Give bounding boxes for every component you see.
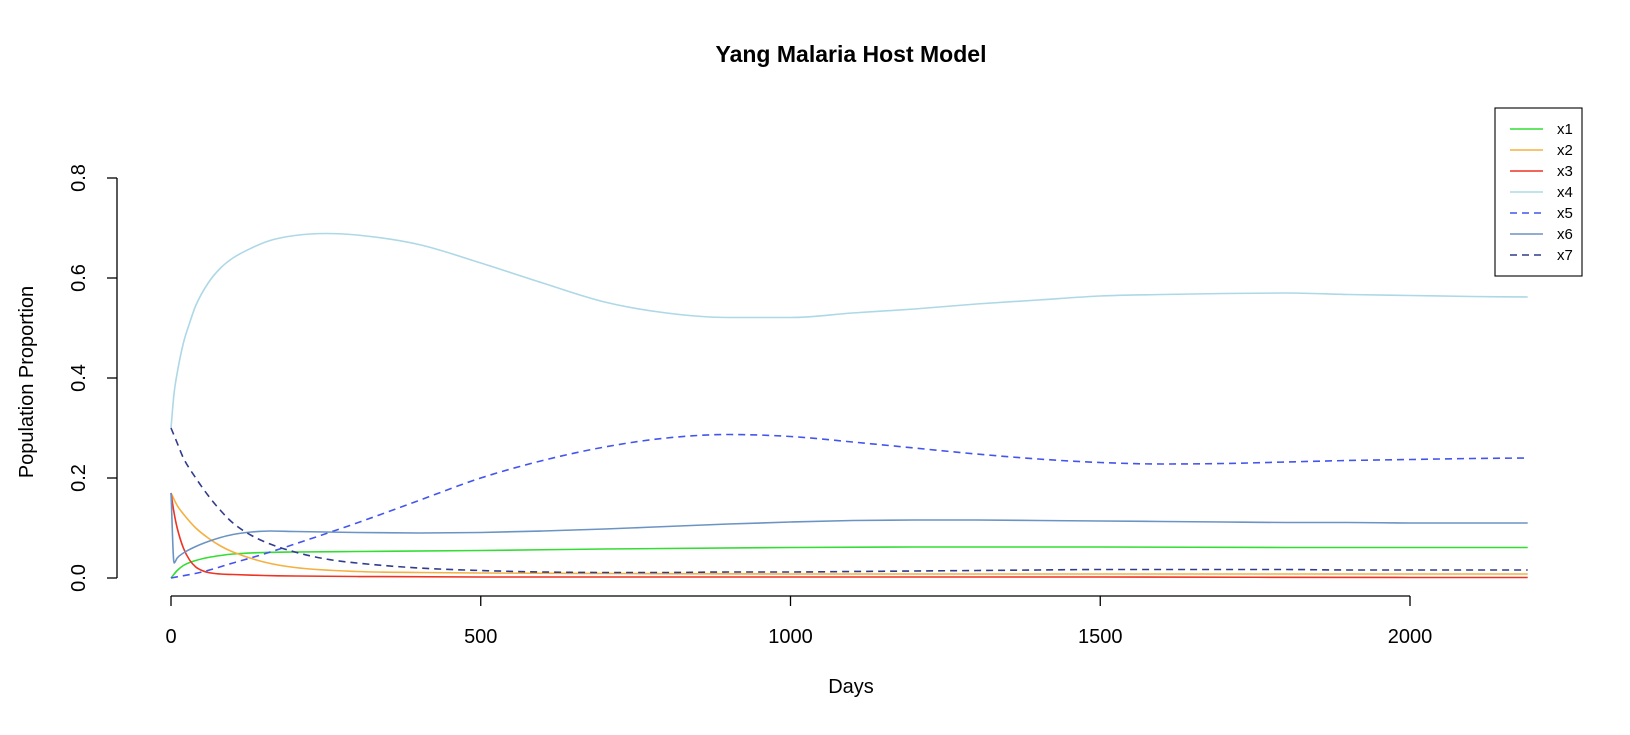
x-tick-label: 0 [165, 626, 176, 648]
chart-title: Yang Malaria Host Model [716, 41, 987, 67]
series-group [170, 232, 1528, 579]
series-line-x1 [170, 546, 1528, 579]
legend-label-x2: x2 [1557, 142, 1573, 159]
series-line-x6 [170, 492, 1528, 564]
x-axis-title: Days [828, 676, 874, 698]
legend-label-x4: x4 [1557, 184, 1573, 201]
y-axis: 0.0 0.2 0.4 0.6 0.8 [68, 164, 118, 592]
x-tick-label: 1500 [1078, 626, 1123, 648]
series-line-x4 [170, 232, 1528, 429]
legend-label-x5: x5 [1557, 205, 1573, 222]
legend-items: x1 x2 x3 x4 x5 x6 x7 [1510, 121, 1573, 264]
y-tick-label: 0.0 [68, 564, 90, 592]
y-tick-label: 0.4 [68, 364, 90, 392]
series-line-x5 [170, 433, 1528, 579]
y-tick-label: 0.6 [68, 264, 90, 292]
x-tick-label: 500 [464, 626, 497, 648]
x-tick-label: 1000 [768, 626, 813, 648]
series-line-x3 [170, 492, 1528, 579]
series-line-x7 [170, 427, 1528, 574]
legend-label-x3: x3 [1557, 163, 1573, 180]
y-axis-title: Population Proportion [16, 286, 38, 478]
legend: x1 x2 x3 x4 x5 x6 x7 [1494, 107, 1583, 277]
y-tick-label: 0.8 [68, 164, 90, 192]
legend-label-x1: x1 [1557, 121, 1573, 138]
x-tick-label: 2000 [1388, 626, 1433, 648]
legend-label-x6: x6 [1557, 226, 1573, 243]
series-line-x2 [170, 492, 1528, 575]
x-axis: 0 500 1000 1500 2000 [165, 595, 1433, 648]
legend-label-x7: x7 [1557, 247, 1573, 264]
y-tick-label: 0.2 [68, 464, 90, 492]
